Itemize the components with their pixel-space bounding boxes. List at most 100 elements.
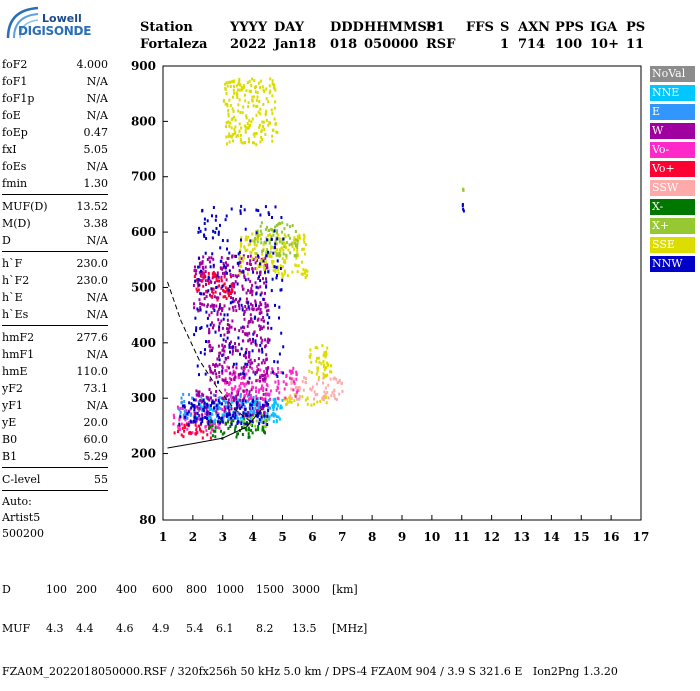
echo-point [265, 424, 268, 428]
echo-point [264, 431, 266, 435]
echo-point [293, 247, 296, 251]
echo-point [201, 261, 204, 265]
echo-point [240, 243, 243, 246]
echo-point [293, 399, 296, 403]
echo-point [311, 385, 314, 389]
echo-point [288, 400, 291, 404]
echo-point [257, 264, 260, 267]
echo-point [215, 276, 218, 280]
echo-point [325, 401, 328, 405]
echo-point [255, 285, 258, 289]
echo-point [194, 411, 197, 415]
echo-point [245, 388, 248, 392]
echo-point [249, 259, 252, 263]
echo-point [240, 204, 243, 208]
echo-point [201, 420, 204, 423]
parameter-row: h`F2 230.0 [2, 272, 108, 289]
echo-point [270, 326, 273, 330]
y-tick-label: 300 [131, 391, 156, 405]
echo-point [209, 260, 211, 264]
echo-point [221, 309, 224, 312]
echo-point [245, 382, 248, 386]
echo-point [254, 261, 257, 265]
echo-point [284, 235, 287, 239]
echo-point [289, 251, 292, 255]
echo-point [199, 403, 202, 407]
echo-point [279, 267, 282, 270]
parameter-row: B1 5.29 [2, 448, 108, 465]
echo-point [218, 284, 221, 288]
echo-point [277, 415, 280, 419]
echo-point [262, 374, 265, 378]
echo-point [227, 383, 230, 386]
echo-point [214, 429, 217, 433]
echo-point [258, 123, 261, 127]
echo-point [259, 327, 262, 331]
echo-point [254, 90, 257, 94]
echo-point [284, 242, 287, 246]
footer-cell: 4.6 [116, 622, 134, 635]
echo-point [293, 381, 296, 385]
header-row1-cell: FFS [466, 20, 494, 35]
echo-point [230, 287, 233, 291]
echo-point [203, 222, 206, 225]
echo-point [221, 419, 224, 423]
separator [2, 490, 108, 491]
echo-point [254, 237, 256, 240]
echo-point [271, 139, 274, 143]
echo-point [234, 413, 237, 417]
echo-point [234, 411, 237, 415]
echo-point [266, 248, 269, 252]
echo-point [202, 399, 205, 402]
echo-point [246, 422, 249, 426]
echo-point [294, 238, 297, 242]
echo-point [323, 390, 326, 394]
echo-point [232, 371, 235, 375]
footer-cell: 3000 [292, 583, 320, 596]
echo-point [290, 387, 293, 391]
echo-point [268, 255, 271, 259]
echo-point [207, 422, 210, 426]
echo-point [202, 275, 205, 279]
header-row1-cell: HHMMSS [364, 20, 436, 35]
echo-point [308, 369, 311, 373]
echo-point [262, 392, 265, 396]
echo-point [182, 435, 185, 439]
echo-point [224, 377, 227, 381]
echo-point [232, 95, 234, 99]
echo-point [255, 132, 258, 135]
echo-point [222, 295, 225, 299]
echo-point [204, 265, 207, 269]
echo-point [245, 116, 248, 120]
echo-point [295, 370, 298, 374]
echo-point [272, 229, 275, 233]
parameter-name: h`Es [2, 308, 29, 321]
echo-point [193, 302, 195, 306]
echo-point [182, 413, 185, 417]
parameter-value: N/A [86, 109, 108, 122]
echo-point [264, 305, 267, 309]
echo-point [213, 303, 216, 307]
echo-point [256, 104, 259, 108]
footer-cell: 400 [116, 583, 137, 596]
echo-point [317, 378, 320, 382]
header-row2-cell: 11 [626, 37, 645, 52]
echo-point [221, 353, 224, 357]
echo-point [253, 240, 256, 244]
echo-point [257, 277, 260, 280]
echo-point [259, 301, 262, 305]
echo-point [247, 360, 250, 364]
echo-point [259, 112, 262, 116]
echo-point [240, 422, 243, 426]
echo-point [262, 249, 265, 253]
echo-point [224, 378, 227, 382]
echo-point [197, 390, 200, 394]
echo-point [226, 336, 229, 340]
echo-point [180, 396, 183, 400]
echo-point [256, 240, 259, 244]
echo-point [325, 366, 327, 370]
echo-point [237, 420, 240, 424]
echo-point [281, 257, 284, 261]
echo-point [279, 222, 282, 225]
echo-point [250, 120, 253, 124]
